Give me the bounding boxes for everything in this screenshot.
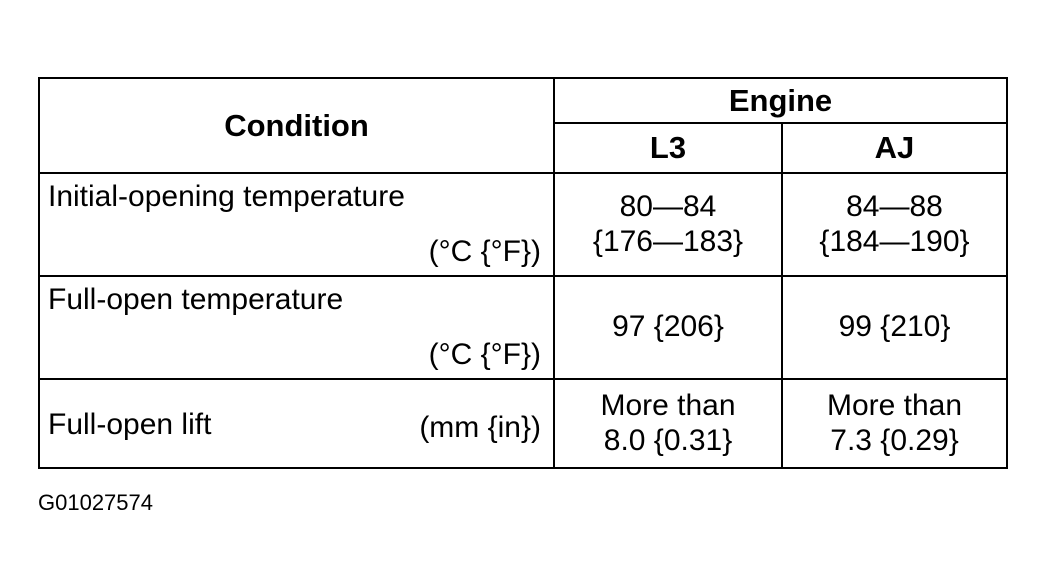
value-line: 97 {206} — [612, 310, 724, 344]
condition-cell: Initial-opening temperature (°C {°F}) — [38, 172, 555, 277]
value-line: 7.3 {0.29} — [830, 423, 959, 457]
header-column: L3 — [553, 122, 783, 174]
value-cell: More than 8.0 {0.31} — [553, 378, 783, 469]
condition-cell: Full-open temperature (°C {°F}) — [38, 275, 555, 380]
value-line: 84—88 — [846, 190, 943, 223]
figure-id: G01027574 — [38, 490, 153, 515]
condition-unit: (°C {°F}) — [428, 234, 541, 268]
value-cell: 80—84 {176—183} — [553, 172, 783, 277]
table-row: Initial-opening temperature (°C {°F}) 80—8… — [38, 172, 1008, 277]
value-line: 99 {210} — [838, 310, 951, 344]
condition-cell: Full-open lift (mm {in}) — [38, 378, 555, 469]
header-engine: Engine — [553, 77, 1008, 124]
value-cell: 99 {210} — [781, 275, 1008, 380]
header-column: AJ — [781, 122, 1008, 174]
value-line: 8.0 {0.31} — [603, 423, 733, 457]
table-row: Full-open lift (mm {in}) More than 8.0 {0.3… — [38, 378, 1008, 469]
value-line: More than — [600, 389, 736, 422]
value-line: {184—190} — [819, 224, 970, 258]
header-condition: Condition — [38, 77, 555, 174]
spec-table: Condition Engine L3 AJ Initial-opening t… — [38, 77, 1008, 469]
value-cell: More than 7.3 {0.29} — [781, 378, 1008, 469]
table-row: Full-open temperature (°C {°F}) 97 {206} 99… — [38, 275, 1008, 380]
condition-name: Initial-opening temperature — [48, 180, 405, 213]
condition-name: Full-open temperature — [48, 283, 344, 316]
value-line: {176—183} — [592, 224, 744, 258]
condition-unit: (mm {in}) — [419, 410, 541, 444]
value-cell: 97 {206} — [553, 275, 783, 380]
value-line: 80—84 — [619, 190, 717, 223]
value-cell: 84—88 {184—190} — [781, 172, 1008, 277]
condition-unit: (°C {°F}) — [428, 337, 541, 371]
condition-name: Full-open lift — [48, 408, 212, 441]
value-line: More than — [826, 389, 963, 422]
